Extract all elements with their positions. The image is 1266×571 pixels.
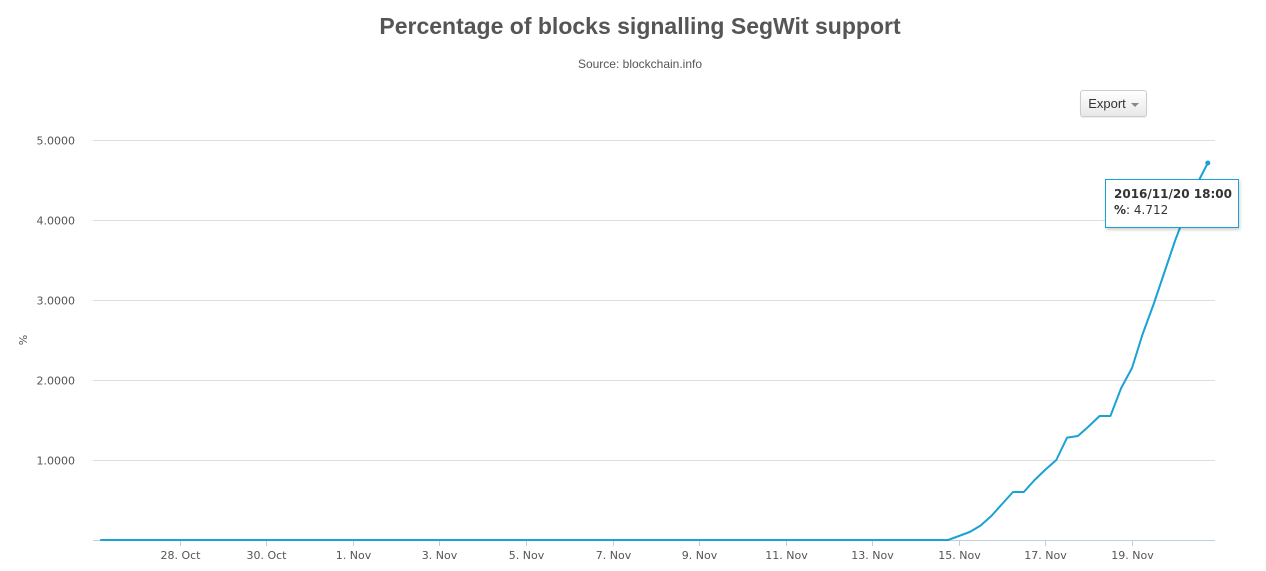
x-tick-label: 9. Nov bbox=[682, 549, 718, 562]
x-tick-label: 30. Oct bbox=[246, 549, 287, 562]
x-tick-label: 5. Nov bbox=[509, 549, 545, 562]
tooltip-value: 4.712 bbox=[1133, 203, 1169, 217]
x-tick-label: 1. Nov bbox=[336, 549, 372, 562]
x-tick-label: 28. Oct bbox=[160, 549, 201, 562]
x-tick-label: 7. Nov bbox=[596, 549, 632, 562]
y-axis-title: % bbox=[17, 335, 30, 345]
export-button[interactable]: Export bbox=[1080, 90, 1147, 117]
export-button-label: Export bbox=[1088, 96, 1126, 111]
tooltip-date: 2016/11/20 18:00 bbox=[1114, 187, 1232, 201]
x-tick-label: 15. Nov bbox=[938, 549, 981, 562]
chart-subtitle: Source: blockchain.info bbox=[577, 57, 703, 71]
x-tick-label: 13. Nov bbox=[851, 549, 894, 562]
x-tick-label: 11. Nov bbox=[765, 549, 808, 562]
x-tick-label: 19. Nov bbox=[1111, 549, 1154, 562]
series-line bbox=[100, 162, 1209, 541]
x-tick-label: 3. Nov bbox=[422, 549, 458, 562]
tooltip: 2016/11/20 18:00 %: 4.712 bbox=[1105, 179, 1239, 228]
y-tick-label: 4.0000 bbox=[37, 215, 76, 228]
y-tick-label: 3.0000 bbox=[37, 295, 76, 308]
x-tick-label: 17. Nov bbox=[1024, 549, 1067, 562]
y-tick-label: 5.0000 bbox=[37, 135, 76, 148]
series-layer bbox=[100, 160, 1211, 541]
caret-down-icon bbox=[1130, 102, 1139, 107]
grid-lines bbox=[93, 140, 1215, 461]
hover-point bbox=[1205, 160, 1211, 166]
chart-title: Percentage of blocks signalling SegWit s… bbox=[379, 13, 901, 39]
y-tick-label: 2.0000 bbox=[37, 375, 76, 388]
y-axis: 1.0000 2.0000 3.0000 4.0000 5.0000% bbox=[17, 135, 75, 468]
tooltip-series-name: % bbox=[1114, 203, 1127, 217]
y-tick-label: 1.0000 bbox=[37, 455, 76, 468]
x-axis: 28. Oct 30. Oct 1. Nov 3. Nov 5. Nov 7. Nov 9.… bbox=[93, 540, 1215, 562]
